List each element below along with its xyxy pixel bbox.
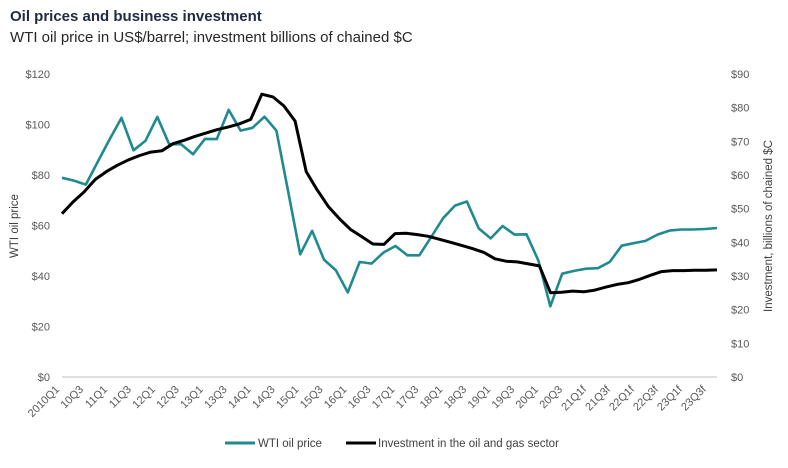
x-tick-label: 22Q1f — [607, 383, 637, 413]
y-axis-label: WTI oil price — [9, 194, 21, 258]
chart-subtitle: WTI oil price in US$/barrel; investment … — [10, 29, 413, 46]
x-tick-label: 22Q3f — [631, 383, 661, 413]
series-line-investment — [60, 92, 718, 295]
right-axis-ticks: $0 $10 $20 $30 $40 $50 $60 $70 $80 $90 — [731, 69, 749, 384]
y-tick-label: $0 — [38, 372, 50, 384]
y-tick-label: $120 — [26, 69, 50, 81]
series-lines — [60, 92, 718, 308]
y2-tick-label: $90 — [731, 69, 749, 81]
y-tick-label: $40 — [32, 271, 50, 283]
series-line-wti — [61, 108, 718, 308]
x-tick-label: 18Q1 — [418, 384, 446, 412]
x-tick-label: 12Q3 — [154, 384, 182, 412]
x-tick-label: 21Q1f — [559, 383, 589, 413]
legend-label-investment: Investment in the oil and gas sector — [378, 438, 559, 450]
x-axis-ticks: 2010Q110Q311Q111Q312Q112Q313Q113Q314Q114… — [26, 383, 709, 420]
y2-tick-label: $80 — [731, 103, 749, 115]
x-tick-label: 17Q1 — [370, 384, 398, 412]
x-tick-label: 20Q1 — [514, 384, 542, 412]
y2-tick-label: $70 — [731, 136, 749, 148]
x-tick-label: 14Q3 — [250, 384, 278, 412]
y2-axis-label: Investment, billions of chained $C — [763, 140, 775, 312]
x-tick-label: 11Q1 — [83, 384, 110, 411]
y-tick-label: $60 — [32, 221, 50, 233]
x-tick-label: 19Q3 — [490, 384, 518, 412]
y2-tick-label: $60 — [731, 170, 749, 182]
chart-title: Oil prices and business investment — [10, 8, 262, 25]
y2-tick-label: $10 — [731, 338, 749, 350]
x-tick-label: 16Q1 — [322, 384, 350, 412]
y-tick-label: $80 — [32, 170, 50, 182]
y2-tick-label: $0 — [731, 372, 743, 384]
x-tick-label: 17Q3 — [394, 384, 422, 412]
x-tick-label: 10Q3 — [59, 384, 87, 412]
left-axis-ticks: $0 $20 $40 $60 $80 $100 $120 — [26, 69, 50, 384]
x-tick-label: 23Q3f — [679, 383, 709, 413]
x-tick-label: 12Q1 — [130, 384, 158, 412]
x-tick-label: 15Q1 — [274, 384, 302, 412]
x-tick-label: 15Q3 — [298, 384, 326, 412]
x-tick-label: 16Q3 — [346, 384, 374, 412]
x-tick-label: 13Q1 — [178, 384, 206, 412]
y-tick-label: $100 — [26, 120, 50, 132]
x-tick-label: 2010Q1 — [26, 384, 62, 420]
x-tick-label: 21Q3f — [583, 383, 613, 413]
y2-tick-label: $30 — [731, 271, 749, 283]
x-tick-label: 11Q3 — [107, 384, 134, 411]
legend-label-wti: WTI oil price — [258, 438, 322, 450]
x-tick-label: 18Q3 — [442, 384, 470, 412]
y2-tick-label: $40 — [731, 237, 749, 249]
x-tick-label: 14Q1 — [226, 384, 254, 412]
x-tick-label: 19Q1 — [466, 384, 494, 412]
y-tick-label: $20 — [32, 322, 50, 334]
x-tick-label: 23Q1f — [655, 383, 685, 413]
y2-tick-label: $50 — [731, 204, 749, 216]
x-tick-label: 13Q3 — [202, 384, 230, 412]
y2-tick-label: $20 — [731, 305, 749, 317]
legend: WTI oil price Investment in the oil and g… — [225, 438, 559, 450]
